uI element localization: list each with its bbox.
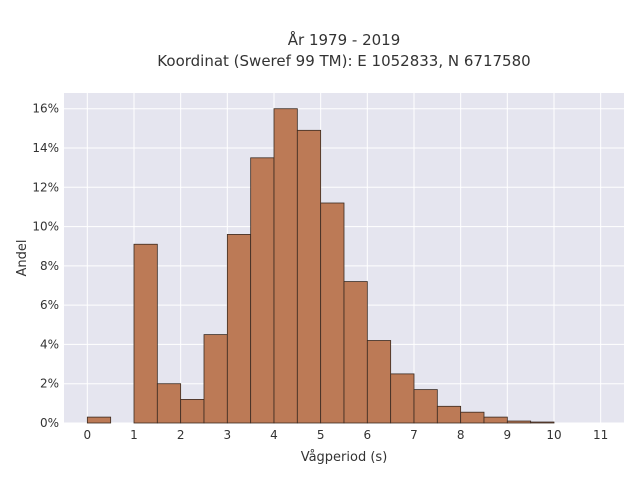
y-tick-label: 16%	[32, 102, 59, 116]
y-axis-label: Andel	[15, 240, 30, 277]
histogram-bar	[226, 234, 252, 424]
histogram-bar	[133, 243, 158, 424]
x-tick-label: 1	[130, 428, 138, 442]
y-tick-label: 0%	[40, 416, 59, 430]
x-tick-label: 6	[364, 428, 372, 442]
histogram-bar	[250, 157, 275, 424]
histogram-bar	[273, 108, 298, 424]
y-tick-label: 4%	[40, 337, 59, 351]
histogram-bar	[180, 399, 205, 424]
histogram-bar	[390, 373, 415, 424]
histogram-bar	[530, 421, 555, 424]
y-tick-label: 6%	[40, 298, 59, 312]
x-tick-label: 9	[504, 428, 512, 442]
x-tick-label: 11	[593, 428, 608, 442]
x-tick-label: 4	[270, 428, 278, 442]
x-tick-label: 0	[84, 428, 92, 442]
y-tick-label: 8%	[40, 259, 59, 273]
x-tick-label: 10	[546, 428, 561, 442]
x-axis-ticks: 0 1 2 3 4 5 6 7 8 9 10 11	[84, 428, 609, 442]
y-tick-label: 2%	[40, 377, 59, 391]
histogram-bar	[413, 389, 438, 424]
x-tick-label: 5	[317, 428, 325, 442]
histogram-bar	[343, 281, 368, 424]
x-tick-label: 8	[457, 428, 465, 442]
x-axis-label: Vågperiod (s)	[301, 450, 388, 465]
y-tick-label: 12%	[32, 180, 59, 194]
histogram-bar	[320, 202, 345, 424]
histogram-bar	[203, 334, 228, 424]
histogram-bar	[506, 420, 532, 424]
y-tick-label: 14%	[32, 141, 59, 155]
x-tick-label: 2	[177, 428, 185, 442]
histogram-bar	[366, 340, 392, 424]
bars-group	[86, 108, 555, 424]
histogram-bar	[156, 383, 182, 424]
x-tick-label: 7	[410, 428, 418, 442]
histogram-bar	[483, 416, 508, 424]
chart-title-line2: Koordinat (Sweref 99 TM): E 1052833, N 6…	[157, 52, 530, 70]
y-axis-ticks: 0% 2% 4% 6% 8% 10% 12% 14% 16%	[32, 102, 59, 430]
histogram-bar	[86, 416, 112, 424]
y-tick-label: 10%	[32, 220, 59, 234]
histogram-bar	[296, 129, 322, 424]
x-tick-label: 3	[224, 428, 232, 442]
histogram-bar	[460, 411, 485, 424]
histogram-bar	[436, 405, 462, 424]
chart-title-line1: År 1979 - 2019	[288, 30, 401, 49]
